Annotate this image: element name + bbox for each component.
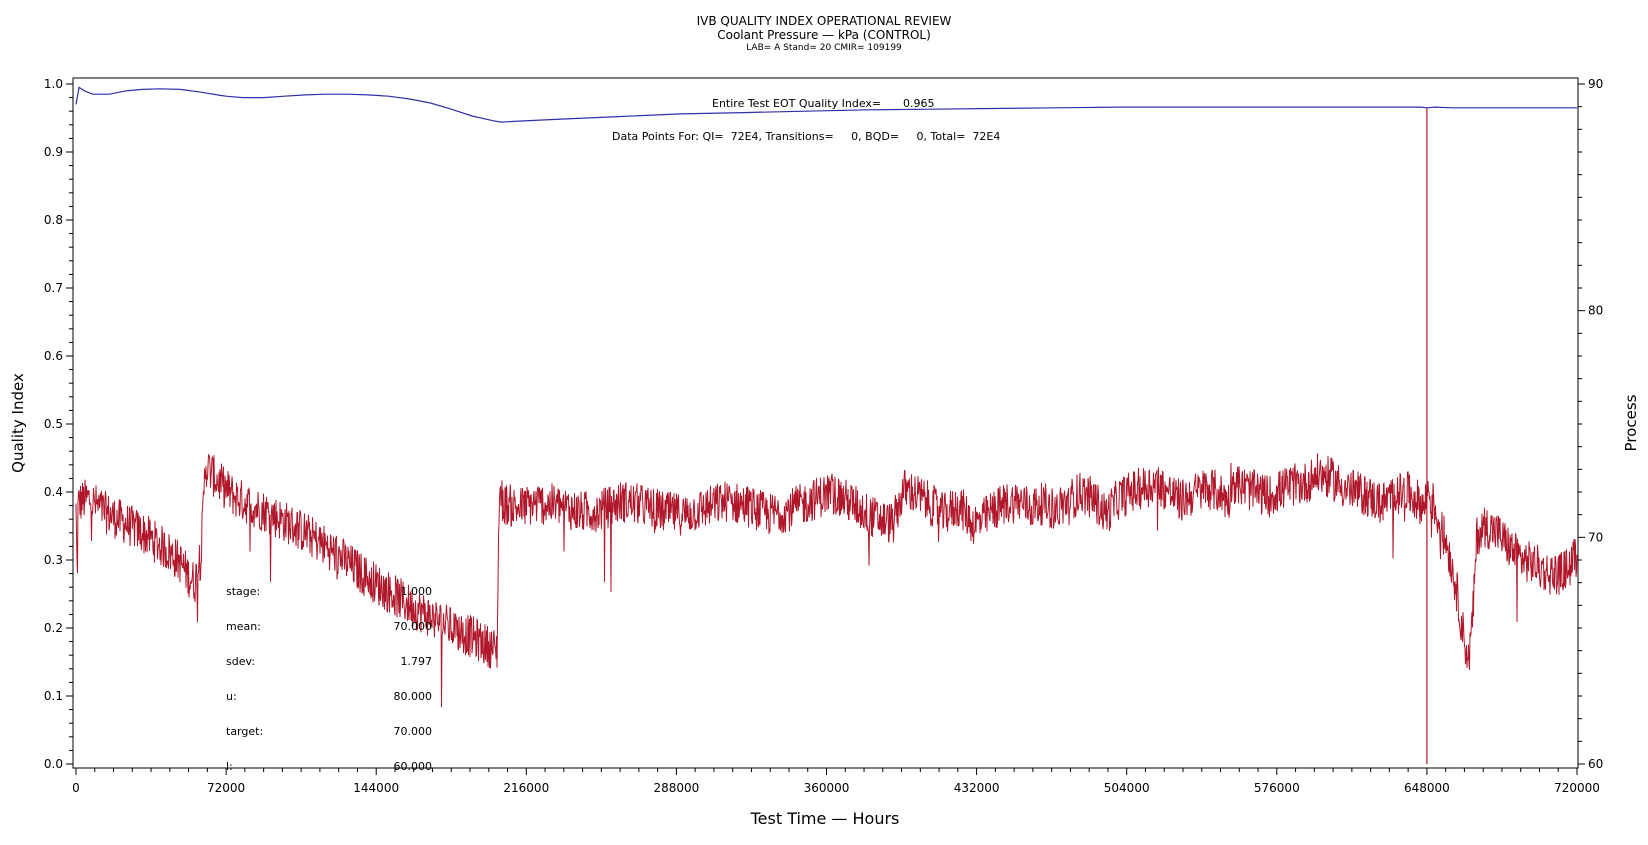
y-left-tick-label: 0.5 [44, 417, 63, 431]
y-left-tick-label: 0.6 [44, 349, 63, 363]
y-left-tick-label: 0.3 [44, 553, 63, 567]
y-left-tick-label: 0.4 [44, 485, 63, 499]
x-tick-label: 504000 [1104, 781, 1150, 795]
stat-label: l: [226, 760, 233, 773]
x-tick-label: 360000 [804, 781, 850, 795]
y-right-tick-label: 80 [1588, 304, 1603, 318]
y-right-axis-ticks: 60 70 80 90 [1578, 77, 1603, 771]
y-left-tick-label: 0.9 [44, 145, 63, 159]
data-points-summary: Data Points For: QI= 72E4, Transitions= … [612, 130, 1000, 143]
stat-value: 1.797 [401, 655, 433, 668]
y-right-tick-label: 90 [1588, 77, 1603, 91]
stat-value: 60.000 [394, 760, 433, 773]
x-tick-label: 288000 [653, 781, 699, 795]
y-left-axis-label: Quality Index [9, 373, 27, 473]
x-tick-label: 0 [72, 781, 80, 795]
stat-value: 1.000 [401, 585, 433, 598]
stat-value: 70.000 [394, 620, 433, 633]
x-axis-label: Test Time — Hours [750, 809, 900, 828]
stat-label: u: [226, 690, 237, 703]
y-left-tick-label: 0.1 [44, 689, 63, 703]
stats-block: stage: 1.000 mean: 70.000 sdev: 1.797 u: 80.000… [226, 585, 432, 773]
x-tick-label: 576000 [1254, 781, 1300, 795]
chart-subtitle: Coolant Pressure — kPa (CONTROL) [717, 28, 931, 42]
eot-quality-label: Entire Test EOT Quality Index= [712, 97, 881, 110]
stat-value: 70.000 [394, 725, 433, 738]
series-layer [75, 86, 1578, 764]
y-right-tick-label: 70 [1588, 530, 1603, 544]
x-tick-label: 72000 [207, 781, 245, 795]
y-right-tick-label: 60 [1588, 757, 1603, 771]
stat-label: sdev: [226, 655, 255, 668]
y-left-tick-label: 1.0 [44, 77, 63, 91]
x-tick-label: 648000 [1404, 781, 1450, 795]
stat-label: mean: [226, 620, 261, 633]
y-left-tick-label: 0.2 [44, 621, 63, 635]
stat-label: stage: [226, 585, 260, 598]
x-tick-label: 432000 [954, 781, 1000, 795]
y-left-tick-label: 0.0 [44, 757, 63, 771]
y-left-tick-label: 0.7 [44, 281, 63, 295]
x-axis-ticks: 0 72000 144000 216000 288000 360000 432000 5040… [72, 768, 1600, 795]
stat-label: target: [226, 725, 263, 738]
x-tick-label: 144000 [353, 781, 399, 795]
x-tick-label: 216000 [503, 781, 549, 795]
eot-quality-value: 0.965 [903, 97, 935, 110]
chart-title: IVB QUALITY INDEX OPERATIONAL REVIEW [696, 14, 952, 28]
y-left-axis-ticks: 0.0 0.1 0.2 0.3 0.4 0.5 0.6 0.7 0.8 0.9 1.0 [44, 77, 73, 771]
chart-subsubtitle: LAB= A Stand= 20 CMIR= 109199 [746, 43, 902, 53]
plot-frame [72, 77, 1579, 769]
y-left-tick-label: 0.8 [44, 213, 63, 227]
y-right-axis-label: Process [1622, 394, 1640, 451]
stat-value: 80.000 [394, 690, 433, 703]
quality-index-series-line [75, 86, 1577, 123]
process-series-line [75, 453, 1578, 708]
x-tick-label: 720000 [1554, 781, 1600, 795]
